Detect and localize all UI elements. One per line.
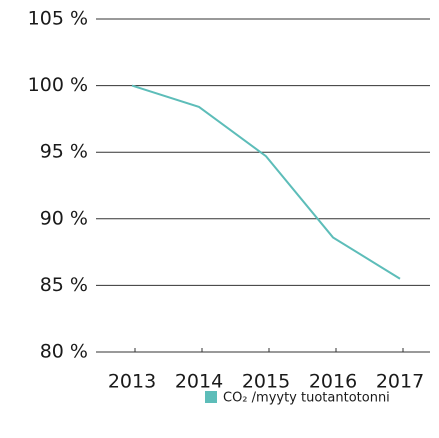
x-tick-label: 2017 [376, 371, 424, 393]
line-series [131, 84, 401, 280]
x-tick-label: 2016 [309, 371, 357, 393]
y-tick-label: 85 % [40, 274, 88, 296]
legend-swatch [205, 391, 217, 403]
y-tick-label: 100 % [28, 74, 88, 96]
x-tick-label: 2015 [242, 371, 290, 393]
y-tick-label: 90 % [40, 207, 88, 229]
y-tick-label: 105 % [28, 8, 88, 30]
x-tick-label: 2013 [108, 371, 156, 393]
y-tick-label: 80 % [40, 341, 88, 363]
legend-label: CO₂ /myyty tuotantotonni [223, 391, 390, 406]
y-tick-label: 95 % [40, 141, 88, 163]
x-tick-label: 2014 [175, 371, 223, 393]
